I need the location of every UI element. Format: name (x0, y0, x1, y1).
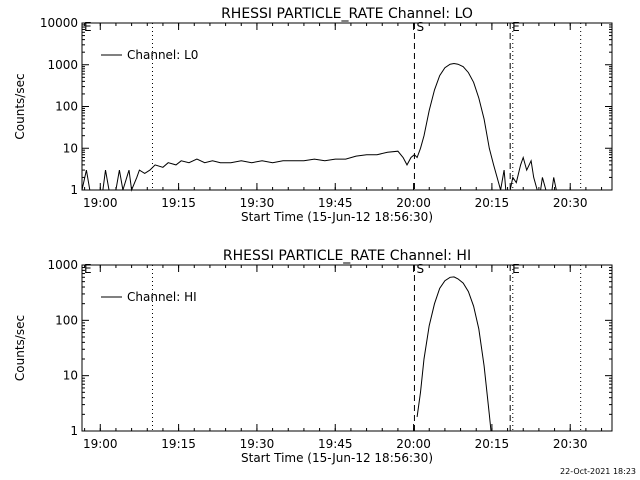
x-axis-label: Start Time (15-Jun-12 18:56:30) (241, 210, 433, 224)
lo-channel-panel: RHESSI PARTICLE_RATE Channel: LO 19:00 19:… (13, 6, 613, 224)
x-tick-label: 19:30 (240, 196, 275, 210)
x-tick-label: 20:15 (475, 437, 510, 451)
generation-timestamp: 22-Oct-2021 18:23 (560, 467, 636, 476)
x-tick-label: 19:30 (240, 437, 275, 451)
data-series-line (81, 62, 557, 192)
x-tick-label: 20:15 (475, 196, 510, 210)
time-marker-label: E (512, 20, 520, 34)
x-tick-label: 20:00 (396, 437, 431, 451)
y-tick-label: 100 (55, 100, 78, 114)
y-tick-label: 10000 (40, 16, 78, 30)
y-tick-label: 1000 (47, 258, 78, 272)
x-tick-label: 20:00 (396, 196, 431, 210)
x-tick-label: 19:45 (318, 437, 353, 451)
x-tick-label: 20:30 (553, 196, 588, 210)
y-axis-label: Counts/sec (13, 73, 27, 139)
x-tick-label: 19:00 (83, 196, 118, 210)
legend-label: Channel: HI (127, 290, 197, 304)
chart-title: RHESSI PARTICLE_RATE Channel: LO (221, 6, 473, 22)
y-tick-label: 1 (70, 183, 78, 197)
chart-title: RHESSI PARTICLE_RATE Channel: HI (223, 248, 471, 264)
x-tick-label: 19:45 (318, 196, 353, 210)
x-tick-label: 20:30 (553, 437, 588, 451)
y-tick-label: 10 (63, 141, 78, 155)
x-tick-label: 19:00 (83, 437, 118, 451)
time-marker-label: S (416, 262, 424, 276)
y-tick-label: 100 (55, 313, 78, 327)
time-marker-label: E (84, 20, 92, 34)
time-marker-label: E (84, 262, 92, 276)
y-axis-label: Counts/sec (13, 315, 27, 381)
y-tick-label: 1 (70, 424, 78, 438)
y-tick-label: 1000 (47, 58, 78, 72)
x-axis-label: Start Time (15-Jun-12 18:56:30) (241, 451, 433, 465)
x-tick-label: 19:15 (161, 437, 196, 451)
time-marker-label: S (416, 20, 424, 34)
legend-label: Channel: L0 (127, 48, 198, 62)
x-tick-label: 19:15 (161, 196, 196, 210)
time-marker-label: E (512, 262, 520, 276)
data-series-line (416, 276, 492, 432)
y-tick-label: 10 (63, 369, 78, 383)
hi-channel-panel: RHESSI PARTICLE_RATE Channel: HI 19:00 19:… (13, 248, 613, 465)
